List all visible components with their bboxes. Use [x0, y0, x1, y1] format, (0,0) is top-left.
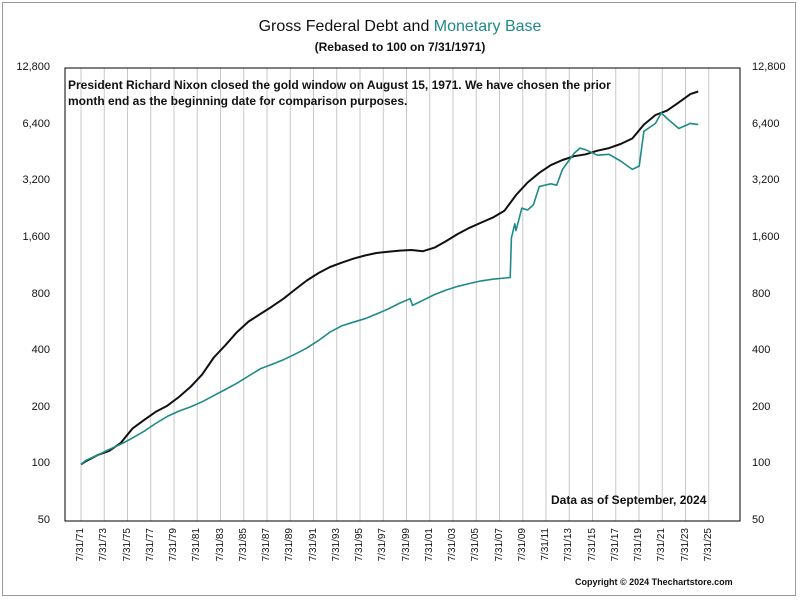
- series-line-monetary-base: [80, 112, 699, 466]
- series-line-gross-federal-debt: [80, 90, 699, 466]
- annotation-text: President Richard Nixon closed the gold …: [68, 78, 611, 108]
- x-tick-label: 7/31/99: [400, 528, 412, 562]
- grid-lines: [80, 68, 710, 521]
- y-tick-label-left: 3,200: [22, 174, 50, 187]
- x-tick-label: 7/31/83: [214, 528, 226, 562]
- chart-title: Gross Federal Debt and Monetary Base: [0, 18, 800, 36]
- x-tick-label: 7/31/05: [470, 528, 482, 562]
- x-tick-label: 7/31/75: [121, 528, 133, 562]
- x-tick-label: 7/31/79: [168, 528, 179, 562]
- chart-subtitle: (Rebased to 100 on 7/31/1971): [314, 40, 486, 54]
- x-tick-label: 7/31/87: [261, 528, 272, 562]
- y-tick-label-right: 200: [752, 400, 771, 413]
- x-tick-label: 7/31/07: [493, 528, 505, 562]
- x-tick-label: 7/31/71: [75, 528, 86, 562]
- y-tick-label-right: 50: [752, 514, 765, 526]
- y-tick-label-left: 12,800: [16, 61, 50, 73]
- x-tick-label: 7/31/97: [377, 528, 389, 562]
- x-tick-label: 7/31/01: [423, 528, 435, 562]
- series-group: [80, 90, 699, 466]
- y-tick-label-left: 6,400: [22, 117, 50, 130]
- y-tick-label-right: 400: [752, 344, 771, 357]
- y-tick-label-right: 6,400: [752, 117, 780, 130]
- copyright: Copyright © 2024 Thechartstore.com: [575, 577, 733, 587]
- plot-area-border: [64, 67, 741, 522]
- y-tick-label-left: 400: [31, 344, 50, 357]
- y-tick-label-left: 200: [31, 400, 50, 413]
- title-prefix: Gross Federal Debt and: [258, 18, 434, 35]
- x-tick-label: 7/31/03: [447, 528, 458, 562]
- x-tick-label: 7/31/81: [191, 528, 203, 562]
- x-tick-label: 7/31/91: [307, 528, 319, 562]
- x-tick-label: 7/31/09: [516, 528, 528, 562]
- y-tick-label-right: 12,800: [752, 61, 786, 73]
- y-tick-label-right: 1,600: [752, 230, 780, 243]
- y-tick-label-right: 100: [752, 457, 771, 470]
- data-as-of: Data as of September, 2024: [551, 493, 707, 507]
- y-tick-label-right: 3,200: [752, 174, 780, 187]
- x-tick-label: 7/31/11: [540, 528, 551, 561]
- x-tick-label: 7/31/13: [563, 528, 575, 562]
- y-tick-label-left: 800: [31, 287, 50, 300]
- x-tick-label: 7/31/95: [354, 528, 365, 562]
- y-tick-label-left: 1,600: [22, 230, 50, 243]
- y-tick-label-left: 50: [37, 514, 50, 526]
- title-accent: Monetary Base: [433, 18, 542, 35]
- y-tick-label-right: 800: [752, 287, 771, 300]
- x-tick-label: 7/31/89: [284, 528, 296, 562]
- x-tick-label: 7/31/85: [237, 528, 249, 562]
- x-tick-label: 7/31/93: [330, 528, 342, 562]
- x-tick-label: 7/31/77: [144, 528, 156, 562]
- y-tick-label-left: 100: [31, 457, 50, 470]
- x-tick-label: 7/31/73: [98, 528, 110, 562]
